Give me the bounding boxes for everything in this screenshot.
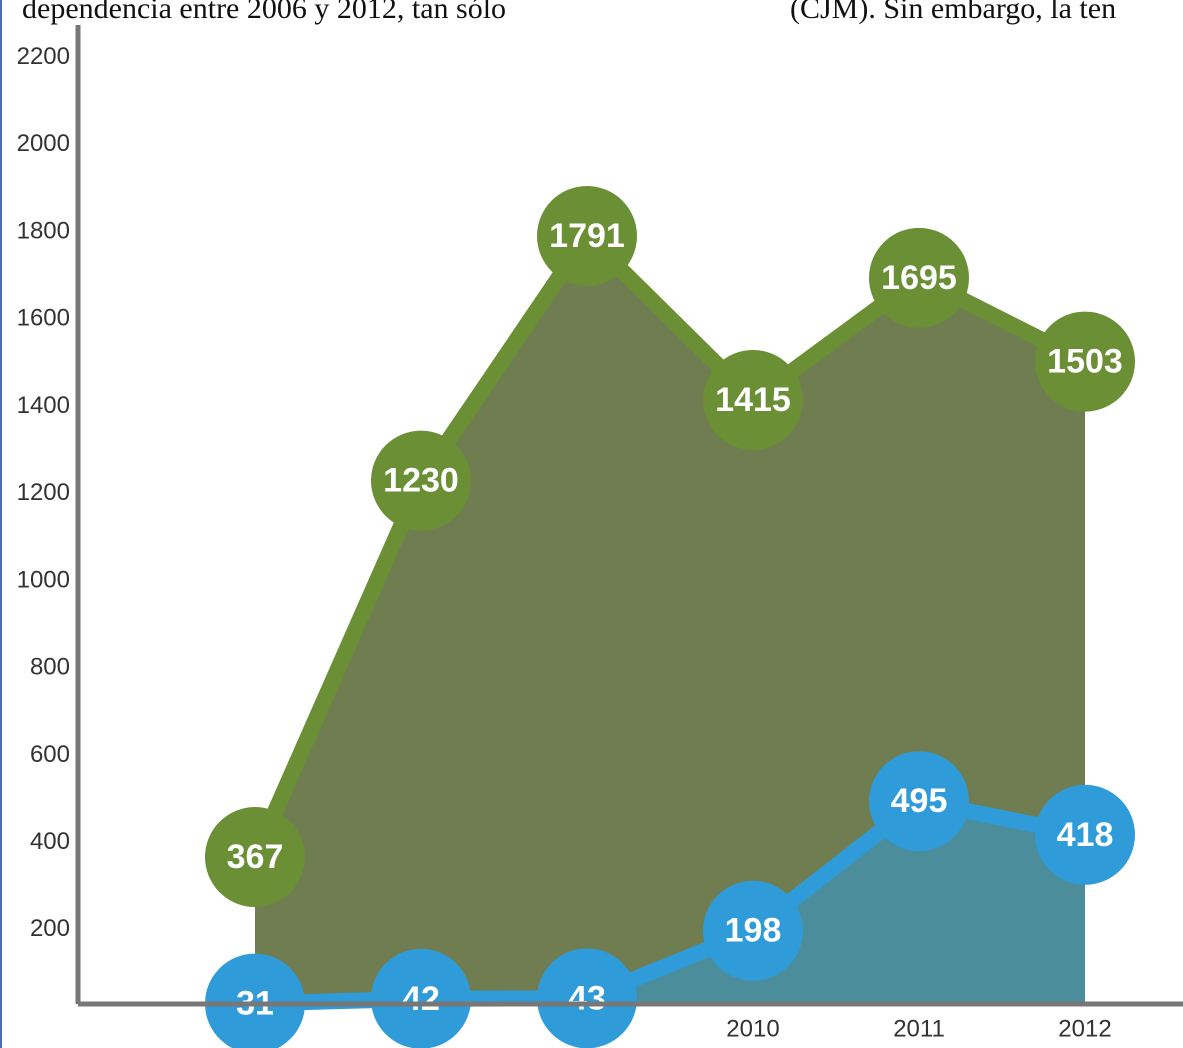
point [205,807,305,908]
y-tick-label: 1000 [17,566,70,593]
data-label: 1230 [383,462,459,500]
y-tick-label: 2000 [17,130,70,157]
x-tick-label: 2011 [893,1015,945,1042]
y-tick-label: 800 [30,654,70,681]
point [703,349,803,450]
data-label: 367 [227,838,284,876]
point [869,227,969,328]
area [255,801,1085,1004]
y-tick-label: 400 [30,828,70,855]
data-label: 495 [891,782,948,820]
point [869,751,969,852]
y-tick-label: 1200 [17,479,70,506]
data-label: 1695 [881,259,957,297]
y-tick-label: 200 [30,915,70,942]
annotation: dependencia entre 2006 y 2012, tan sólo [22,0,506,25]
y-tick-label: 600 [30,741,70,768]
point [1035,784,1135,885]
x-tick-label: 2012 [1058,1015,1111,1042]
point [537,948,637,1048]
data-label: 42 [402,980,440,1018]
x-tick-label: 2010 [726,1015,779,1042]
point [537,185,637,286]
data-label: 1503 [1047,343,1123,381]
data-label: 198 [725,912,782,950]
data-label: 1415 [715,381,791,419]
point [371,430,471,531]
y-tick-label: 1600 [17,305,70,332]
data-label: 418 [1057,816,1114,854]
point [371,948,471,1048]
point [1035,311,1135,412]
point [205,953,305,1048]
y-tick-label: 1800 [17,217,70,244]
data-label: 43 [568,979,606,1017]
data-label: 1791 [549,217,625,255]
left-border [0,0,2,1048]
y-tick-label: 2200 [17,43,70,70]
annotation: (CJM). Sin embargo, la ten [790,0,1116,25]
point [703,880,803,981]
y-tick-label: 1400 [17,392,70,419]
